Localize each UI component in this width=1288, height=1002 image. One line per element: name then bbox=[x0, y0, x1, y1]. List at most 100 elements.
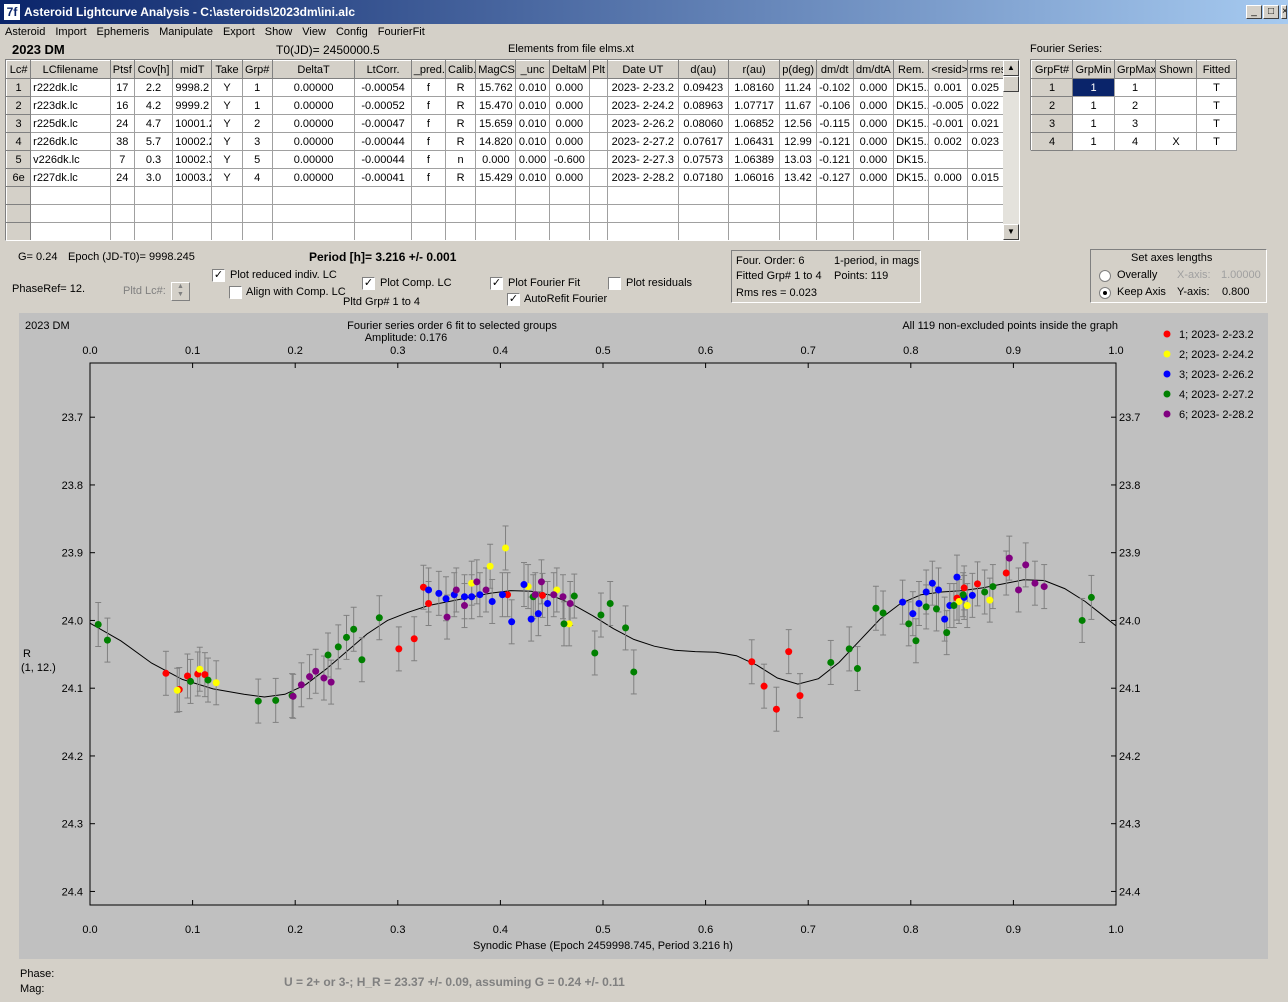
table-cell[interactable]: 1.06016 bbox=[727, 168, 781, 187]
table-cell[interactable]: 2023- 2-28.2 bbox=[607, 168, 679, 187]
column-header[interactable]: _unc bbox=[515, 60, 550, 79]
table-cell[interactable] bbox=[444, 204, 477, 223]
column-header[interactable]: Cov[h] bbox=[133, 60, 174, 79]
table-cell[interactable]: 1 bbox=[1072, 78, 1115, 97]
table-cell[interactable] bbox=[815, 222, 854, 240]
table-cell[interactable]: -0.102 bbox=[815, 78, 854, 97]
table-cell[interactable]: 2023- 2-27.3 bbox=[607, 150, 679, 169]
column-header[interactable]: Calib. bbox=[444, 60, 477, 79]
column-header[interactable]: GrpMin bbox=[1072, 60, 1115, 79]
table-cell[interactable]: 38 bbox=[109, 132, 135, 151]
table-cell[interactable] bbox=[354, 186, 412, 205]
table-cell[interactable]: 3 bbox=[241, 132, 273, 151]
table-cell[interactable] bbox=[893, 222, 930, 240]
table-cell[interactable]: -0.127 bbox=[815, 168, 854, 187]
table-cell[interactable] bbox=[109, 222, 135, 240]
table-cell[interactable]: 24 bbox=[109, 168, 135, 187]
table-cell[interactable]: 1 bbox=[241, 78, 273, 97]
table-cell[interactable]: 11.24 bbox=[779, 78, 817, 97]
menu-item-ephemeris[interactable]: Ephemeris bbox=[96, 26, 150, 38]
table-cell[interactable]: -0.00044 bbox=[354, 132, 412, 151]
table-cell[interactable] bbox=[444, 222, 477, 240]
table-cell[interactable]: 0.010 bbox=[515, 96, 550, 115]
table-cell[interactable]: 0.00000 bbox=[271, 78, 356, 97]
table-cell[interactable] bbox=[30, 186, 111, 205]
table-cell[interactable]: Y bbox=[211, 168, 243, 187]
table-cell[interactable] bbox=[852, 186, 895, 205]
table-cell[interactable] bbox=[172, 222, 213, 240]
table-cell[interactable]: f bbox=[410, 78, 447, 97]
table-cell[interactable]: f bbox=[410, 150, 447, 169]
table-row[interactable]: 2 r223dk.lc 16 4.2 9999.2 Y 1 0.00000 -0.00052 f R… bbox=[6, 96, 1005, 115]
table-cell[interactable]: Y bbox=[211, 78, 243, 97]
table-cell[interactable] bbox=[588, 132, 609, 151]
table-cell[interactable] bbox=[588, 78, 609, 97]
table-cell[interactable]: R bbox=[444, 78, 477, 97]
table-cell[interactable] bbox=[211, 222, 243, 240]
menu-item-view[interactable]: View bbox=[302, 26, 326, 38]
table-cell[interactable]: DK15... bbox=[893, 150, 930, 169]
table-cell[interactable]: 2 bbox=[1114, 96, 1156, 115]
table-cell[interactable] bbox=[515, 204, 550, 223]
table-cell[interactable] bbox=[515, 222, 550, 240]
column-header[interactable]: Ptsf bbox=[109, 60, 135, 79]
table-cell[interactable]: 0.07180 bbox=[677, 168, 729, 187]
table-cell[interactable]: R bbox=[444, 96, 477, 115]
column-header[interactable]: rms res bbox=[966, 60, 1005, 79]
overally-radio[interactable] bbox=[1099, 270, 1111, 282]
table-cell[interactable]: T bbox=[1196, 132, 1237, 151]
table-cell[interactable]: 1.06389 bbox=[727, 150, 781, 169]
table-cell[interactable] bbox=[852, 204, 895, 223]
table-row[interactable]: 4 r226dk.lc 38 5.7 10002.2 Y 3 0.00000 -0.00044 f… bbox=[6, 132, 1005, 151]
table-cell[interactable] bbox=[779, 222, 817, 240]
table-cell[interactable]: 0.000 bbox=[548, 132, 590, 151]
table-cell[interactable]: 10002.3 bbox=[172, 150, 213, 169]
table-cell[interactable]: Y bbox=[211, 96, 243, 115]
table-cell[interactable]: 3.0 bbox=[133, 168, 174, 187]
table-cell[interactable] bbox=[133, 222, 174, 240]
row-header[interactable]: 6e bbox=[6, 168, 32, 187]
lightcurve-graph[interactable]: 0.0 0.0 0.1 0.1 0.2 0.2 0.3 0.3 0.4 0.4 0.5 0.5 0.6 0… bbox=[19, 313, 1268, 959]
table-cell[interactable]: 0.000 bbox=[548, 114, 590, 133]
row-header[interactable]: 5 bbox=[6, 150, 32, 169]
column-header[interactable]: GrpFt# bbox=[1031, 60, 1073, 79]
column-header[interactable]: r(au) bbox=[727, 60, 781, 79]
column-header[interactable]: midT bbox=[172, 60, 213, 79]
table-cell[interactable]: 0.00000 bbox=[271, 114, 356, 133]
align-comp-checkbox[interactable] bbox=[229, 286, 242, 299]
table-cell[interactable] bbox=[588, 150, 609, 169]
table-cell[interactable]: 0.002 bbox=[928, 132, 968, 151]
table-cell[interactable] bbox=[607, 204, 679, 223]
table-cell[interactable]: -0.600 bbox=[548, 150, 590, 169]
table-cell[interactable] bbox=[515, 186, 550, 205]
table-cell[interactable]: 3 bbox=[1114, 114, 1156, 133]
table-cell[interactable]: 0.09423 bbox=[677, 78, 729, 97]
table-cell[interactable]: 0.000 bbox=[852, 78, 895, 97]
table-cell[interactable] bbox=[109, 204, 135, 223]
table-cell[interactable] bbox=[727, 204, 781, 223]
menu-item-import[interactable]: Import bbox=[55, 26, 87, 38]
table-cell[interactable] bbox=[475, 186, 517, 205]
table-cell[interactable]: 5.7 bbox=[133, 132, 174, 151]
table-cell[interactable]: 0.025 bbox=[966, 78, 1005, 97]
empty-row[interactable] bbox=[6, 222, 1005, 240]
table-cell[interactable] bbox=[588, 168, 609, 187]
menu-item-export[interactable]: Export bbox=[222, 26, 255, 38]
minimize-button[interactable]: _ bbox=[1246, 5, 1262, 19]
table-cell[interactable]: 2 bbox=[241, 114, 273, 133]
table-cell[interactable]: R bbox=[444, 114, 477, 133]
table-cell[interactable]: 4.2 bbox=[133, 96, 174, 115]
table-cell[interactable]: 0.010 bbox=[515, 132, 550, 151]
column-header[interactable]: _pred. bbox=[410, 60, 447, 79]
table-cell[interactable] bbox=[1155, 114, 1197, 133]
table-cell[interactable]: 0.010 bbox=[515, 78, 550, 97]
row-header[interactable]: 2 bbox=[6, 96, 32, 115]
table-cell[interactable]: 2023- 2-23.2 bbox=[607, 78, 679, 97]
scroll-thumb[interactable] bbox=[1003, 76, 1019, 92]
table-cell[interactable]: 0.001 bbox=[928, 78, 968, 97]
table-cell[interactable]: 0.000 bbox=[852, 132, 895, 151]
table-cell[interactable]: 0.021 bbox=[966, 114, 1005, 133]
